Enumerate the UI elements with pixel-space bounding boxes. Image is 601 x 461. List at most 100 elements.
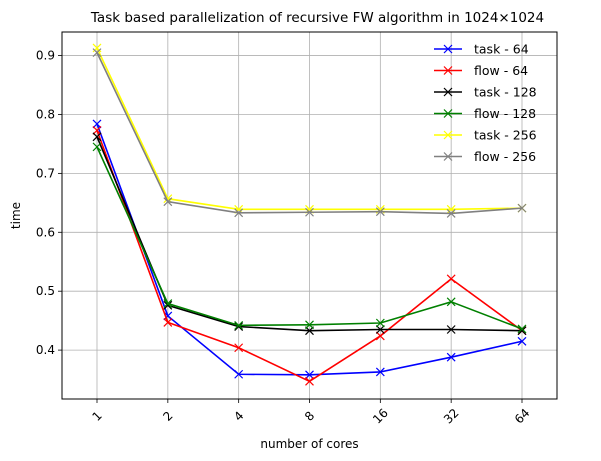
data-point — [92, 48, 102, 58]
x-marker — [446, 352, 456, 362]
data-point — [305, 207, 314, 217]
legend: task - 64 flow - 64 task - 128 flow - 128 ta… — [434, 42, 537, 164]
data-point — [446, 274, 456, 284]
legend-label: task - 128 — [474, 85, 537, 100]
x-marker — [375, 331, 385, 341]
data-point — [163, 300, 173, 310]
x-tick-label: 8 — [302, 409, 317, 424]
y-axis-label: time — [9, 202, 23, 229]
x-marker — [92, 119, 102, 129]
grid-lines — [62, 32, 557, 399]
y-tick-label: 0.8 — [36, 107, 55, 121]
legend-item: flow - 64 — [434, 63, 528, 78]
x-marker — [163, 317, 173, 327]
data-point — [92, 125, 102, 135]
x-marker — [163, 194, 173, 204]
data-point — [446, 209, 456, 218]
data-point — [163, 299, 173, 308]
data-point — [446, 297, 456, 307]
x-marker — [446, 274, 456, 284]
data-point — [446, 325, 456, 334]
x-marker — [446, 204, 456, 214]
x-marker — [446, 209, 456, 218]
data-point — [92, 132, 102, 142]
x-tick-label: 4 — [231, 409, 246, 424]
x-tick-label: 64 — [512, 406, 533, 427]
x-marker — [92, 142, 102, 152]
series-flow-256 — [92, 48, 527, 218]
x-marker — [234, 322, 244, 331]
x-marker — [446, 297, 456, 307]
legend-item: flow - 256 — [434, 149, 536, 164]
x-marker — [234, 208, 244, 218]
x-marker — [234, 343, 244, 353]
x-marker — [163, 311, 173, 321]
x-tick-label: 32 — [441, 406, 462, 427]
legend-label: flow - 64 — [474, 63, 528, 78]
data-point — [234, 343, 244, 353]
y-tick-label: 0.4 — [36, 343, 55, 357]
x-marker — [375, 367, 385, 377]
data-point — [234, 208, 244, 218]
x-marker — [92, 125, 102, 135]
x-marker — [305, 376, 314, 386]
x-marker — [443, 152, 453, 161]
data-point — [305, 376, 314, 386]
data-point — [92, 119, 102, 129]
x-marker — [92, 48, 102, 58]
x-marker — [443, 87, 453, 97]
x-tick-label: 16 — [370, 406, 391, 427]
x-marker — [375, 325, 385, 334]
data-point — [234, 369, 244, 379]
x-marker — [446, 325, 456, 334]
data-point — [92, 142, 102, 152]
y-tick-label: 0.7 — [36, 166, 55, 180]
data-point — [517, 203, 527, 213]
data-point — [375, 367, 385, 377]
x-marker — [443, 109, 453, 118]
data-point — [305, 370, 314, 380]
data-point — [375, 207, 385, 217]
data-point — [446, 352, 456, 362]
data-point — [517, 324, 527, 334]
series-flow-128 — [92, 142, 527, 334]
x-axis-label: number of cores — [260, 437, 358, 451]
legend-item: task - 128 — [434, 85, 537, 100]
data-point — [163, 197, 173, 207]
x-marker — [443, 130, 453, 140]
x-tick-label: 1 — [90, 409, 105, 424]
x-marker — [375, 318, 385, 328]
x-marker — [92, 132, 102, 142]
legend-label: task - 64 — [474, 42, 529, 57]
y-tick-label: 0.6 — [36, 225, 55, 239]
x-marker — [517, 324, 527, 334]
x-marker — [517, 203, 527, 213]
series-task-64 — [92, 119, 527, 380]
legend-item: flow - 128 — [434, 106, 536, 121]
x-marker — [163, 300, 173, 310]
legend-label: flow - 256 — [474, 149, 536, 164]
data-point — [375, 318, 385, 328]
data-point — [375, 325, 385, 334]
y-tick-label: 0.9 — [36, 49, 55, 63]
legend-item: task - 64 — [434, 42, 529, 57]
data-point — [446, 204, 456, 214]
x-marker — [517, 336, 527, 346]
x-marker — [375, 207, 385, 217]
x-marker — [443, 66, 453, 75]
data-point — [375, 331, 385, 341]
series-layer — [92, 43, 527, 386]
x-marker — [234, 369, 244, 379]
x-marker — [305, 370, 314, 380]
x-tick-label: 2 — [160, 409, 175, 424]
series-flow-64 — [92, 125, 527, 386]
legend-label: flow - 128 — [474, 106, 536, 121]
legend-item: task - 256 — [434, 128, 537, 143]
data-point — [163, 317, 173, 327]
y-tick-label: 0.5 — [36, 284, 55, 298]
x-marker — [305, 320, 314, 330]
x-marker — [443, 44, 453, 54]
x-marker — [517, 326, 527, 336]
data-point — [517, 336, 527, 346]
